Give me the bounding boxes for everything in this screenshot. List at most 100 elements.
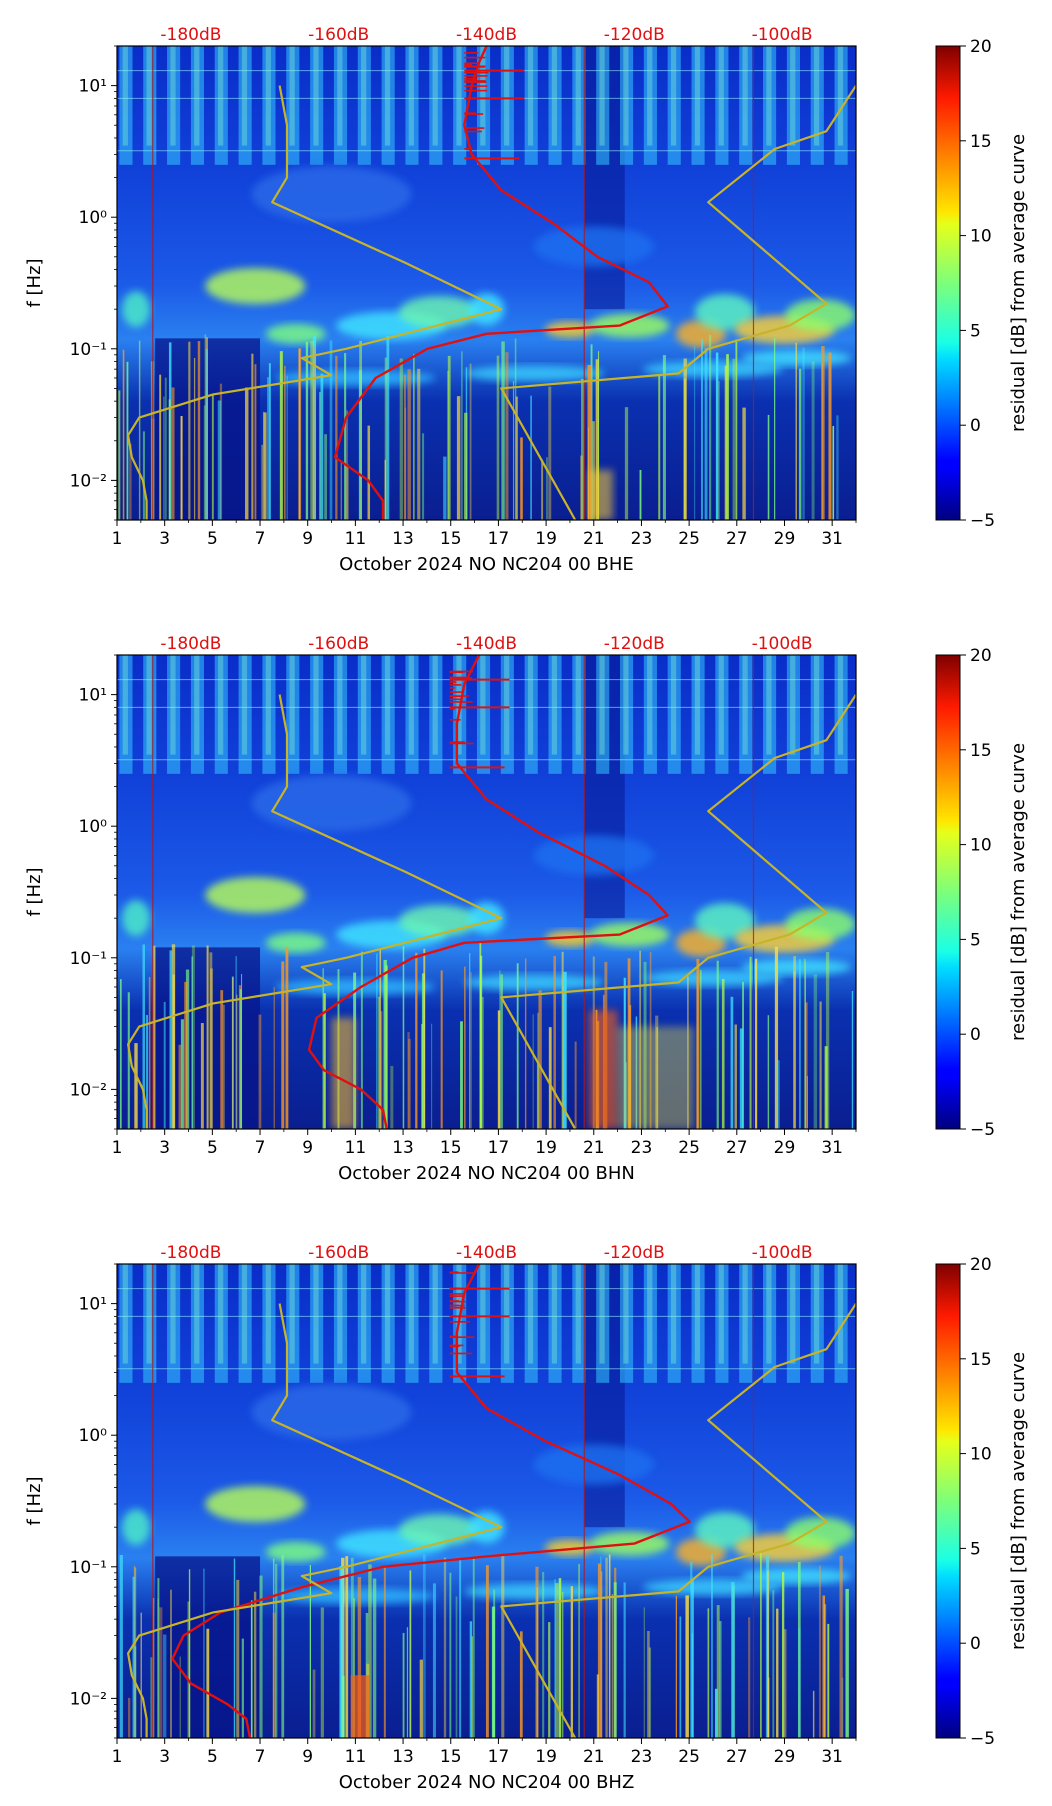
- noise-stripe: [834, 46, 848, 165]
- event-streak: [267, 377, 269, 520]
- event-streak: [422, 433, 425, 520]
- event-streak: [456, 396, 461, 520]
- event-streak: [793, 971, 796, 1129]
- noise-stripe: [670, 46, 677, 146]
- event-streak: [383, 959, 387, 1129]
- event-streak: [310, 340, 314, 520]
- noise-stripe: [739, 655, 753, 774]
- event-streak: [822, 1595, 826, 1738]
- event-streak: [548, 1027, 552, 1129]
- noise-stripe: [167, 46, 181, 165]
- noise-stripe: [408, 655, 414, 755]
- spectral-blob: [533, 835, 654, 876]
- spectral-blob: [694, 903, 755, 940]
- y-tick-label: 10¹: [79, 1295, 107, 1315]
- noise-stripe: [834, 1264, 848, 1383]
- x-axis-label: October 2024 NO NC204 00 BHE: [339, 554, 634, 575]
- event-streak: [464, 966, 466, 1129]
- event-streak: [524, 958, 527, 1129]
- event-streak: [469, 953, 471, 1129]
- event-streak: [129, 443, 132, 520]
- event-streak: [798, 368, 802, 520]
- spectral-blob: [275, 1587, 436, 1604]
- event-streak: [562, 986, 564, 1129]
- colorbar-tick-label: 5: [970, 321, 981, 341]
- spectral-blob: [265, 932, 326, 953]
- event-streak: [501, 1554, 505, 1738]
- event-streak: [259, 1575, 263, 1738]
- psd-curve: [307, 655, 669, 1129]
- noise-stripe: [813, 1264, 820, 1364]
- noise-stripe: [643, 46, 657, 165]
- event-streak: [128, 1697, 131, 1738]
- noise-stripe: [766, 1264, 772, 1364]
- noise-stripe: [647, 655, 653, 755]
- event-streak: [312, 346, 316, 520]
- event-streak: [715, 352, 719, 520]
- event-streak: [169, 950, 173, 1129]
- event-streak: [537, 1012, 539, 1129]
- event-streak: [497, 1010, 501, 1129]
- event-streak: [185, 969, 190, 1129]
- event-streak: [341, 1557, 345, 1738]
- noise-stripe: [599, 46, 605, 146]
- event-streak: [268, 363, 271, 520]
- event-streak: [554, 1579, 556, 1738]
- event-streak: [383, 1567, 386, 1738]
- x-tick-label: 3: [159, 529, 170, 549]
- event-streak: [825, 951, 830, 1129]
- noise-stripe: [647, 1264, 653, 1364]
- event-streak: [690, 1561, 693, 1738]
- noise-stripe: [265, 1264, 271, 1364]
- noise-stripe: [381, 46, 395, 165]
- noise-stripe: [718, 1264, 724, 1364]
- x-tick-label: 19: [535, 529, 557, 549]
- top-db-label: -120dB: [604, 1243, 665, 1263]
- event-streak: [127, 992, 130, 1129]
- event-streak: [353, 1598, 356, 1738]
- event-streak: [538, 990, 542, 1129]
- event-streak: [118, 390, 121, 520]
- noise-stripe: [551, 1264, 558, 1364]
- event-streak: [281, 1555, 285, 1738]
- noise-stripe: [527, 655, 534, 755]
- event-streak: [561, 951, 564, 1129]
- noise-stripe: [596, 1264, 610, 1383]
- event-streak: [245, 387, 249, 520]
- event-streak: [142, 431, 145, 520]
- noise-stripe: [715, 1264, 729, 1383]
- event-streak: [440, 970, 443, 1129]
- noise-stripe: [790, 1264, 796, 1364]
- y-axis-label: f [Hz]: [24, 867, 45, 916]
- noise-stripe: [691, 1264, 705, 1383]
- colorbar: [935, 1263, 961, 1739]
- x-tick-label: 5: [207, 529, 218, 549]
- noise-stripe: [170, 1264, 176, 1364]
- event-streak: [570, 1586, 574, 1738]
- colorbar-tick-label: 0: [970, 1634, 981, 1654]
- noise-stripe: [548, 655, 562, 774]
- noise-stripe: [214, 46, 228, 165]
- noise-stripe: [333, 46, 348, 165]
- event-streak: [350, 1557, 354, 1738]
- colorbar: [935, 654, 961, 1130]
- noise-stripe: [527, 1264, 534, 1364]
- spectral-blob: [122, 1509, 151, 1546]
- event-streak: [171, 387, 175, 520]
- x-tick-label: 11: [345, 1747, 367, 1767]
- event-streak: [505, 352, 509, 520]
- event-streak: [716, 960, 719, 1129]
- x-tick-label: 27: [726, 529, 748, 549]
- noise-stripe: [357, 46, 371, 165]
- event-streak: [232, 977, 234, 1129]
- noise-stripe: [381, 655, 395, 774]
- event-streak: [735, 339, 738, 520]
- noise-stripe: [289, 655, 295, 755]
- colorbar-tick-label: 10: [970, 227, 992, 247]
- noise-stripe: [218, 1264, 224, 1364]
- event-streak: [798, 1628, 801, 1738]
- noise-stripe: [862, 46, 867, 146]
- event-streak: [708, 334, 712, 520]
- noise-stripe: [623, 46, 629, 146]
- event-streak: [804, 1002, 808, 1129]
